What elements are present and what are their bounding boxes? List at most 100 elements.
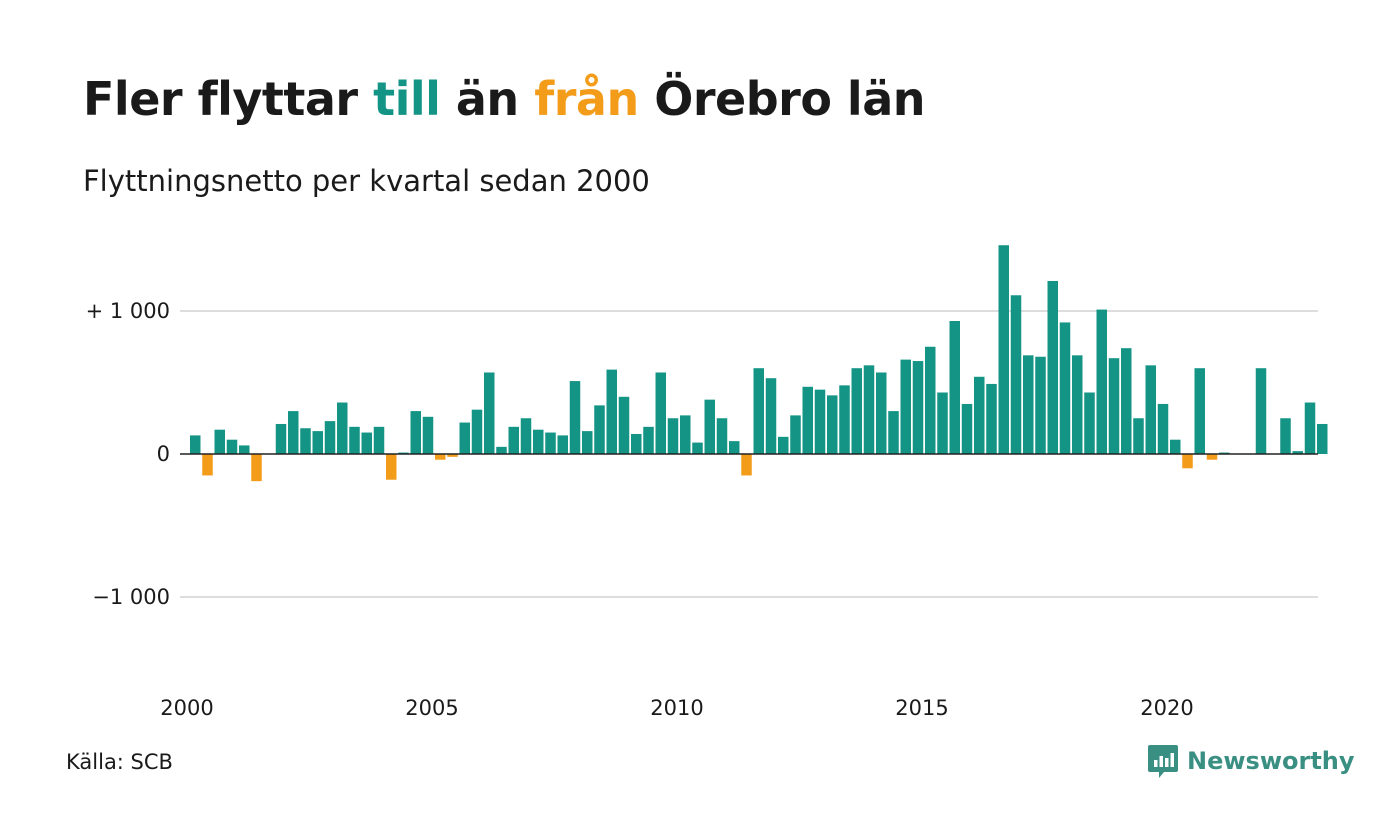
bar <box>1047 280 1058 454</box>
bar <box>606 369 617 454</box>
bar <box>594 405 605 454</box>
bar <box>912 361 924 454</box>
bar <box>753 368 764 454</box>
bar <box>1206 454 1218 460</box>
bar <box>974 376 985 454</box>
bar <box>729 441 740 454</box>
bar <box>324 421 336 454</box>
bar <box>300 428 311 454</box>
bar <box>961 403 973 454</box>
bar <box>1084 392 1095 454</box>
bar <box>1292 451 1303 454</box>
bar <box>618 396 630 454</box>
bar <box>986 383 997 454</box>
bar <box>692 442 703 454</box>
bar <box>765 378 777 454</box>
bar <box>1182 454 1193 469</box>
bar <box>1133 418 1144 454</box>
bar <box>876 372 887 454</box>
bar <box>937 392 948 454</box>
newsworthy-logo-text: Newsworthy <box>1187 747 1355 775</box>
bar <box>827 395 838 454</box>
title-part-3: än <box>440 72 535 126</box>
bar <box>998 245 1009 454</box>
bar <box>863 365 875 454</box>
bar <box>1121 348 1132 454</box>
bar <box>190 435 201 454</box>
bar <box>1170 439 1181 454</box>
bar <box>1157 403 1169 454</box>
title-highlight-fran: från <box>534 72 639 126</box>
gridlines <box>180 310 1318 598</box>
bar <box>569 381 581 454</box>
bar <box>373 426 385 454</box>
axes: −1 000 0 + 1 000 2000 2005 2010 2015 2020 <box>86 299 1318 720</box>
bar <box>533 429 544 454</box>
bar <box>925 346 936 454</box>
bar <box>716 418 728 454</box>
chart-title: Fler flyttar till än från Örebro län <box>83 72 926 126</box>
bar <box>508 426 519 454</box>
x-tick-label: 2000 <box>160 696 213 720</box>
bar <box>839 385 850 454</box>
bar <box>1072 355 1083 454</box>
bar <box>949 321 960 454</box>
bar <box>888 411 899 454</box>
bar <box>1023 355 1034 454</box>
bar <box>900 359 911 454</box>
bar <box>239 445 250 454</box>
title-part-5: Örebro län <box>638 72 925 126</box>
bar <box>1010 295 1022 454</box>
bar <box>1035 356 1046 454</box>
source-note: Källa: SCB <box>66 750 173 774</box>
bar <box>386 454 397 480</box>
bar <box>337 402 348 454</box>
bar <box>447 454 458 457</box>
bar <box>422 416 434 454</box>
bar <box>851 368 862 454</box>
bar <box>251 454 262 482</box>
y-tick-label: + 1 000 <box>86 299 170 323</box>
bar <box>520 418 532 454</box>
bar <box>349 426 360 454</box>
bar <box>1255 368 1267 454</box>
bar <box>802 386 813 454</box>
bar <box>1194 368 1205 454</box>
bar <box>631 433 642 454</box>
bar <box>582 431 593 454</box>
y-tick-label: 0 <box>157 442 170 466</box>
bars <box>190 245 1328 482</box>
bar <box>790 415 801 454</box>
bar <box>471 409 483 454</box>
bar <box>214 429 225 454</box>
x-tick-label: 2010 <box>650 696 703 720</box>
bar <box>667 418 679 454</box>
bar <box>655 372 666 454</box>
bar <box>680 415 691 454</box>
bar <box>1096 309 1107 454</box>
newsworthy-logo-icon <box>1148 745 1178 778</box>
bar <box>459 422 470 454</box>
bar <box>704 399 715 454</box>
bar <box>1317 423 1328 454</box>
bar <box>1145 365 1156 454</box>
bar <box>545 432 556 454</box>
bar <box>226 439 238 454</box>
bar <box>1280 418 1291 454</box>
bar <box>741 454 752 476</box>
newsworthy-logo: Newsworthy <box>1147 743 1355 779</box>
bar <box>484 372 495 454</box>
bar <box>202 454 213 476</box>
bar <box>435 454 446 460</box>
bar <box>312 431 323 454</box>
bar <box>361 432 372 454</box>
bar <box>1304 402 1316 454</box>
x-tick-label: 2015 <box>895 696 948 720</box>
chart-subtitle: Flyttningsnetto per kvartal sedan 2000 <box>83 164 650 198</box>
title-part-1: Fler flyttar <box>83 72 374 126</box>
bar <box>288 411 299 454</box>
bar <box>496 446 507 454</box>
y-tick-label: −1 000 <box>92 585 170 609</box>
x-tick-label: 2005 <box>405 696 458 720</box>
